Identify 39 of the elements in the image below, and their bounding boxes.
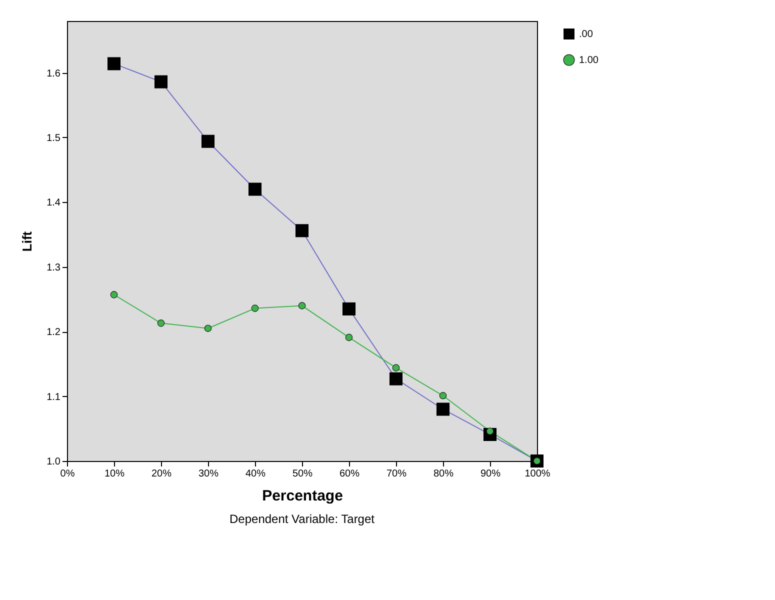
- x-tick-label: 20%: [151, 468, 172, 480]
- point: [298, 302, 306, 310]
- x-axis-title: Percentage: [262, 488, 343, 504]
- y-axis-title: Lift: [20, 230, 35, 252]
- point: [345, 334, 353, 342]
- point: [204, 324, 212, 332]
- point: [389, 372, 403, 386]
- x-tick-label: 10%: [104, 468, 125, 480]
- point: [436, 402, 450, 416]
- point: [342, 302, 356, 316]
- y-tick-label: 1.1: [46, 392, 61, 403]
- x-tick-label: 90%: [480, 468, 501, 480]
- y-tick-label: 1.4: [46, 198, 61, 209]
- y-tick-label: 1.0: [46, 456, 61, 468]
- x-tick-label: 100%: [524, 468, 550, 480]
- x-tick-label: 60%: [339, 468, 360, 480]
- y-tick-label: 1.5: [46, 132, 61, 144]
- point: [154, 75, 168, 88]
- point: [110, 291, 118, 298]
- x-tick-label: 70%: [386, 468, 407, 480]
- point: [392, 364, 400, 372]
- text: Dependent Variable: Target: [230, 512, 376, 526]
- point: [157, 320, 165, 327]
- y-tick-label: 1.6: [46, 68, 61, 80]
- legend-label: .00: [579, 29, 594, 40]
- x-tick-label: 30%: [198, 468, 219, 480]
- y-tick-label: 1.3: [46, 262, 61, 274]
- point: [248, 182, 262, 196]
- point: [251, 304, 259, 312]
- point: [439, 392, 447, 400]
- y-tick-label: 1.2: [46, 327, 61, 338]
- x-tick-label: 50%: [292, 468, 313, 480]
- x-tick-label: 40%: [245, 468, 266, 480]
- x-tick-label: 80%: [433, 468, 454, 480]
- point: [295, 224, 309, 238]
- point: [201, 134, 215, 148]
- legend-label: 1.00: [579, 55, 599, 66]
- point: [107, 57, 121, 70]
- x-tick-label: 0%: [60, 468, 75, 480]
